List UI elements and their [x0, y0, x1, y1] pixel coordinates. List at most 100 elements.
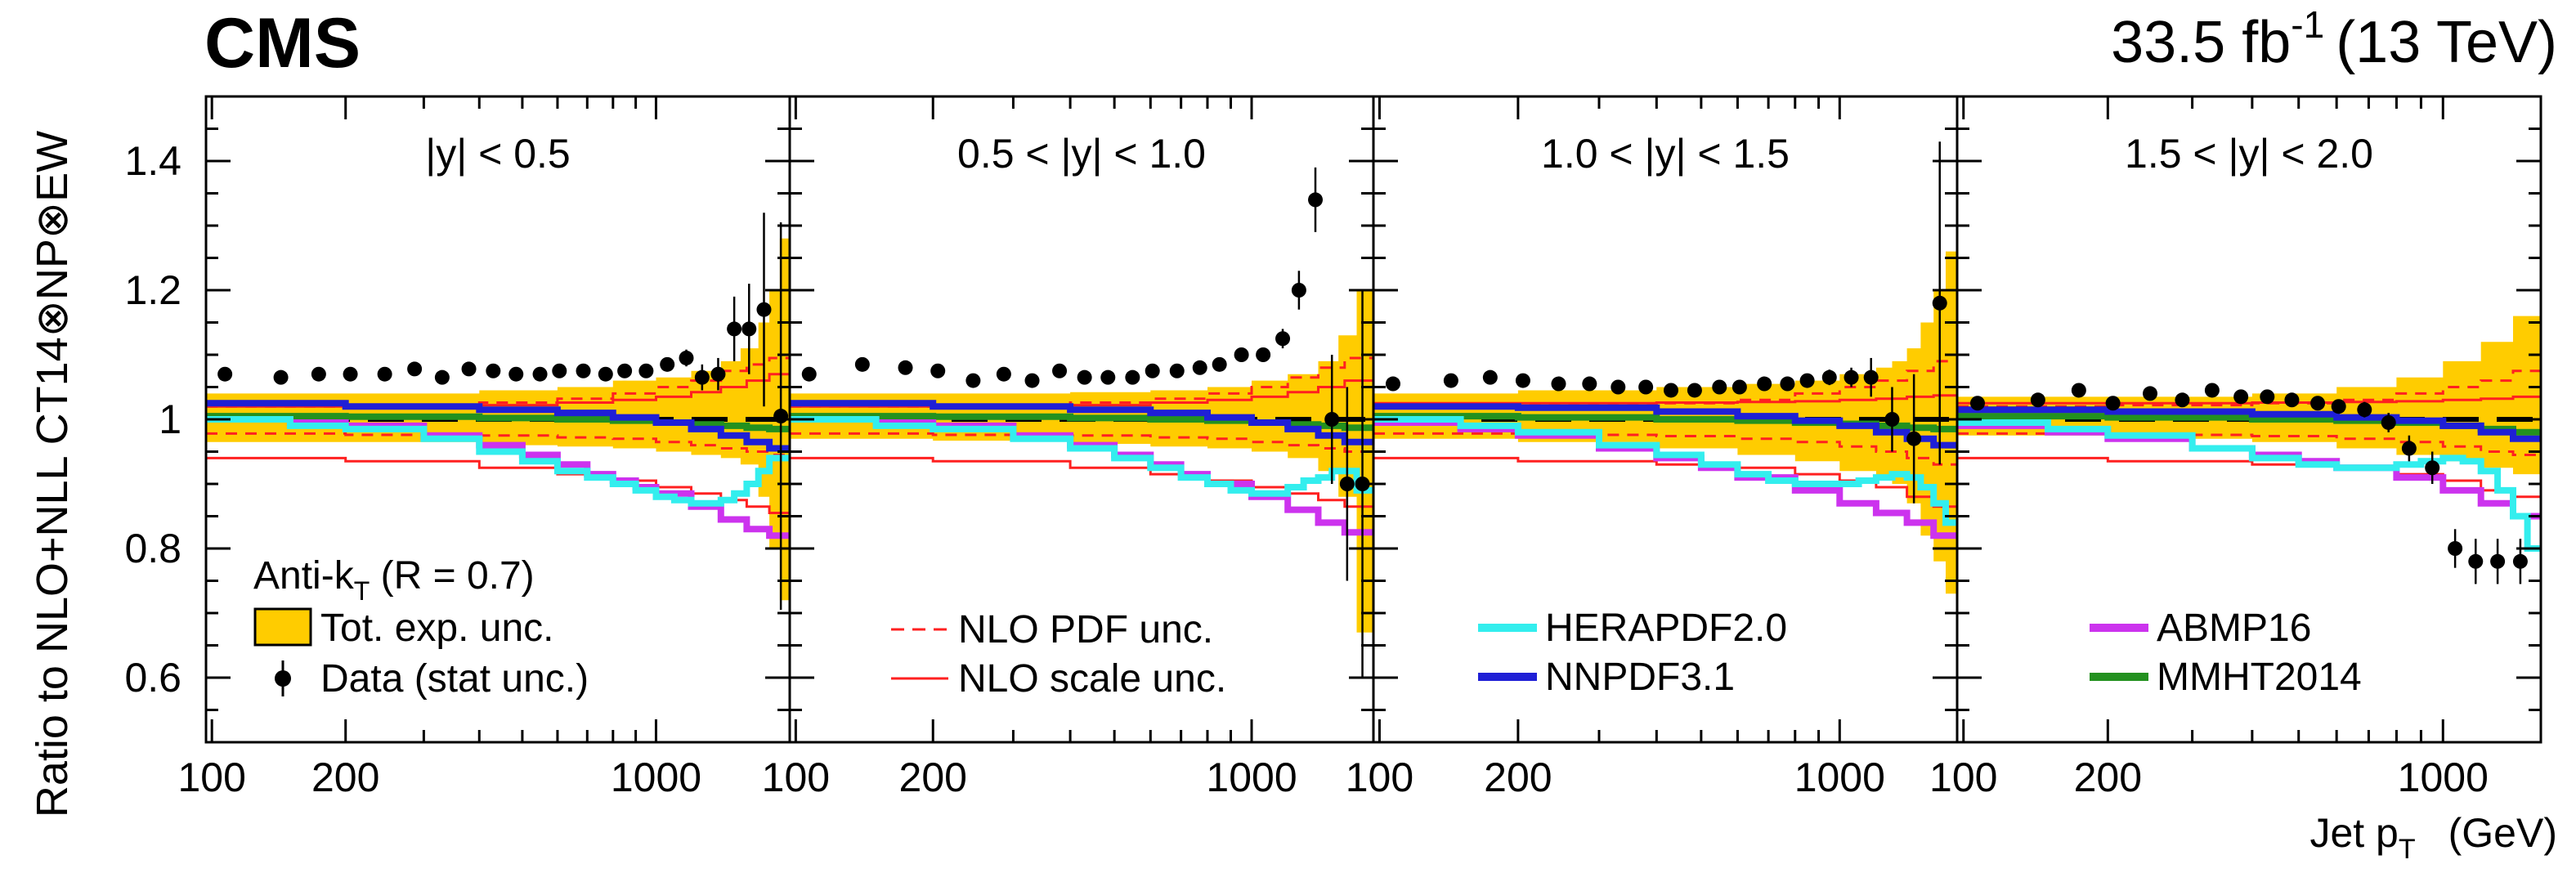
legend-data-label: Data (stat unc.): [320, 657, 589, 701]
data-point: [407, 361, 423, 377]
data-point: [930, 363, 946, 378]
nnpdf-line: [790, 400, 1373, 445]
data-point: [1582, 376, 1597, 392]
scale-unc-down-line: [1373, 456, 1957, 508]
data-point: [1024, 373, 1040, 388]
data-point: [2143, 386, 2158, 401]
panel-2: 0.5 < |y| < 1.0 100 200 1000: [762, 95, 1375, 800]
data-point: [617, 363, 633, 378]
energy-label: (13 TeV): [2336, 10, 2557, 75]
x-tick-label: 200: [1484, 754, 1552, 800]
x-axis-label: Jet pT (GeV): [2309, 810, 2557, 865]
x-tick-label: 100: [762, 754, 830, 800]
data-point: [1932, 295, 1947, 311]
panel-plot-area: [1373, 141, 1957, 594]
data-point: [1969, 396, 1985, 411]
data-point: [532, 366, 548, 382]
legend-data-marker: [275, 670, 291, 687]
data-point: [1712, 379, 1727, 395]
legend-scale-unc-label: NLO scale unc.: [958, 657, 1226, 701]
data-point: [2401, 441, 2417, 456]
nnpdf-line: [1957, 406, 2541, 442]
data-point: [217, 366, 233, 382]
y-tick-label: 1.4: [124, 138, 181, 184]
data-point: [2204, 383, 2220, 398]
data-point: [2512, 553, 2528, 569]
x-tick-label: 100: [177, 754, 245, 800]
data-point: [1100, 369, 1116, 385]
panel-3: 1.0 < |y| < 1.5 100 200 1000: [1346, 95, 1959, 800]
data-point: [552, 363, 567, 378]
data-point: [2284, 392, 2300, 408]
data-point: [710, 366, 726, 382]
experiment-label: CMS: [204, 4, 361, 83]
panel-1: |y| < 0.5 100 200 1000: [177, 95, 791, 800]
data-point: [1125, 369, 1140, 385]
data-point: [898, 360, 913, 375]
data-point: [377, 366, 392, 382]
data-point: [965, 373, 981, 388]
x-tick-label: 200: [311, 754, 379, 800]
data-point: [679, 350, 694, 365]
data-point: [2425, 460, 2440, 476]
data-point: [1515, 373, 1530, 388]
data-point: [1339, 477, 1355, 491]
legend-mmht-label: MMHT2014: [2157, 656, 2362, 699]
x-axis-label-main: Jet p: [2309, 810, 2398, 856]
data-point: [1256, 347, 1271, 362]
legend-herapdf: HERAPDF2.0: [1478, 607, 1787, 650]
data-point: [1821, 369, 1837, 385]
luminosity-label: 33.5 fb-1 (13 TeV): [2111, 3, 2557, 75]
data-point: [1052, 363, 1068, 378]
legend-abmp-label: ABMP16: [2157, 607, 2311, 650]
data-point: [2490, 553, 2506, 569]
data-point: [996, 366, 1011, 382]
y-tick-label: 0.8: [124, 526, 181, 571]
data-point: [2468, 553, 2484, 569]
x-tick-label: 1000: [611, 754, 701, 800]
herapdf-line: [206, 416, 790, 507]
x-tick-label: 200: [2074, 754, 2142, 800]
legend-abmp: ABMP16: [2090, 607, 2311, 650]
legend-nnpdf: NNPDF3.1: [1478, 656, 1735, 699]
data-point: [1551, 376, 1566, 392]
data-point: [660, 356, 675, 372]
data-point: [1611, 379, 1626, 395]
x-tick-label: 1000: [2398, 754, 2489, 800]
data-point: [1234, 347, 1249, 362]
data-point: [343, 366, 358, 382]
data-point: [2357, 402, 2372, 418]
data-point: [1482, 369, 1498, 385]
data-point: [1863, 369, 1879, 385]
legend-algo: Anti-kT (R = 0.7): [253, 554, 535, 606]
legend-pdf-unc-label: NLO PDF unc.: [958, 608, 1213, 651]
data-point: [1324, 412, 1340, 427]
y-axis-label: Ratio to NLO+NLL CT14⊗NP⊗EW: [28, 131, 77, 817]
y-tick-label: 0.6: [124, 655, 181, 701]
data-point: [854, 356, 870, 372]
data-point: [1385, 376, 1400, 392]
data-point: [2030, 392, 2045, 408]
data-point: [1275, 331, 1291, 347]
data-point: [756, 302, 772, 317]
panel-plot-area: [790, 167, 1373, 678]
panel-plot-area: [206, 213, 790, 611]
x-axis-label-unit: (GeV): [2448, 810, 2557, 856]
data-point: [1884, 412, 1900, 427]
data-point: [486, 363, 501, 378]
data-point: [801, 366, 817, 382]
pdf-unc-down-line: [1373, 432, 1957, 466]
data-point: [2381, 414, 2396, 430]
panels: |y| < 0.5 100 200 1000 0.5 < |y| < 1.0 100 200…: [124, 95, 2542, 800]
legend-data: Data (stat unc.): [275, 657, 589, 701]
data-point: [1169, 363, 1185, 378]
data-point: [2071, 383, 2086, 398]
data-point: [1780, 376, 1795, 392]
data-point: [1308, 192, 1324, 208]
legend-nnpdf-label: NNPDF3.1: [1545, 656, 1735, 699]
panel-4: 1.5 < |y| < 2.0 100 200 1000: [1929, 95, 2542, 800]
panel-rapidity-label: 0.5 < |y| < 1.0: [957, 131, 1206, 177]
legend-herapdf-label: HERAPDF2.0: [1545, 607, 1787, 650]
data-point: [2331, 399, 2346, 414]
